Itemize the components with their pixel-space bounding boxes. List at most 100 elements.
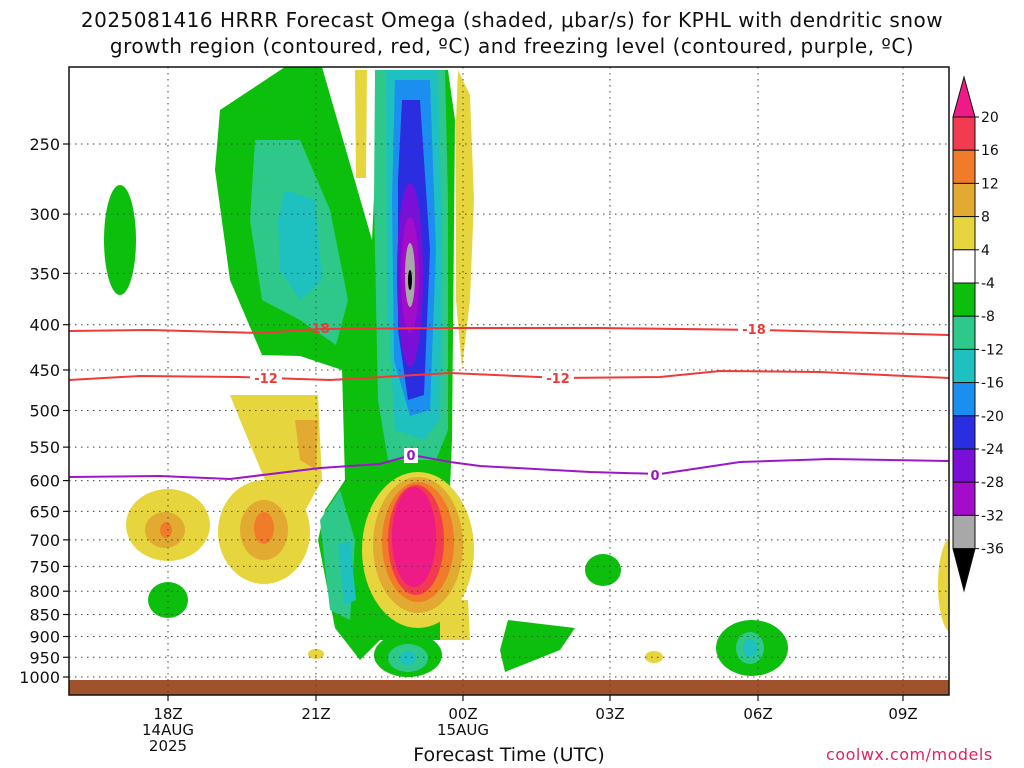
y-tick-label: 450	[29, 361, 60, 380]
colorbar-segment	[952, 249, 976, 284]
contour-label-zero-b: 0	[648, 468, 662, 484]
x-tick-label: 14AUG	[142, 721, 194, 739]
contour-line-minus-18	[69, 327, 949, 336]
contour-label-text: -18	[742, 323, 766, 338]
contour-label-text: -12	[546, 372, 570, 387]
chart-title-line-2: growth region (contoured, red, ºC) and f…	[109, 34, 915, 58]
omega-region-downward-weak	[585, 554, 621, 586]
y-tick-label: 300	[29, 205, 60, 224]
omega-region-downward-weak	[500, 620, 575, 672]
y-tick-label: 1000	[19, 668, 60, 687]
y-tick-label: 750	[29, 557, 60, 576]
y-tick-label: 250	[29, 135, 60, 154]
y-tick-label: 700	[29, 531, 60, 550]
x-tick-label: 15AUG	[437, 721, 489, 739]
colorbar-label: -28	[981, 475, 1004, 491]
contour-label-text: 0	[406, 449, 415, 464]
colorbar-label: 4	[981, 243, 990, 259]
omega-region-upward-weak	[645, 651, 663, 663]
colorbar-label: -24	[981, 442, 1004, 458]
colorbar-legend: 20 16 12 8 4 -4 -8 -12 -16 -20 -24 -28 -32 -36	[952, 75, 1004, 593]
colorbar-label: -16	[981, 376, 1004, 392]
chart-title-line-1: 2025081416 HRRR Forecast Omega (shaded, …	[80, 8, 944, 32]
contour-label-text: -18	[306, 322, 330, 337]
omega-region-downward-weak	[148, 582, 188, 618]
y-tick-label: 600	[29, 472, 60, 491]
x-tick-label: 03Z	[595, 705, 624, 723]
colorbar-bottom-arrow	[952, 548, 976, 593]
y-tick-label: 800	[29, 582, 60, 601]
omega-region-upward-weak	[355, 70, 367, 178]
y-tick-label: 400	[29, 316, 60, 335]
colorbar-segment	[952, 514, 976, 550]
contour-line-minus-12	[69, 369, 949, 382]
contour-label-minus-12-a: -12	[250, 371, 282, 387]
colorbar-segment	[952, 481, 976, 516]
omega-region-downward-strong	[338, 540, 356, 605]
x-tick-label: 21Z	[301, 705, 330, 723]
x-tick-label: 18Z	[153, 705, 182, 723]
omega-region-downward-strong	[743, 639, 757, 657]
y-axis: 250 300 350 400 450 500 550 600 650 700 750 800 850 9…	[19, 135, 69, 687]
y-tick-label: 350	[29, 264, 60, 283]
colorbar-segment	[952, 216, 976, 251]
y-tick-label: 950	[29, 648, 60, 667]
grid-lines	[69, 67, 949, 695]
colorbar-segment	[952, 149, 976, 184]
plot-frame	[68, 66, 950, 696]
colorbar-segment	[952, 382, 976, 417]
colorbar-segment	[952, 348, 976, 384]
omega-region-upward-weak	[440, 600, 470, 640]
colorbar-segment	[952, 448, 976, 483]
colorbar-label: 12	[981, 176, 999, 192]
colorbar-label: -4	[981, 276, 995, 292]
x-tick-label: 06Z	[743, 705, 772, 723]
x-tick-label: 09Z	[888, 705, 917, 723]
y-tick-label: 500	[29, 402, 60, 421]
colorbar-label: -20	[981, 409, 1004, 425]
colorbar-label: 20	[981, 110, 999, 126]
plot-area: -18 -18 -12 -12 0 0	[69, 67, 949, 695]
contour-label-text: 0	[650, 469, 659, 484]
contour-label-minus-18-b: -18	[738, 322, 770, 338]
contour-label-text: -12	[254, 372, 278, 387]
omega-region-upward-core	[295, 420, 318, 470]
y-tick-label: 850	[29, 606, 60, 625]
colorbar-top-arrow	[952, 75, 976, 118]
colorbar-segment	[952, 315, 976, 350]
omega-region-upward-weak	[308, 649, 324, 659]
x-tick-label: 00Z	[448, 705, 477, 723]
terrain-ground	[69, 680, 949, 695]
colorbar-label: -36	[981, 542, 1004, 558]
omega-region-downward-strong	[400, 651, 416, 665]
colorbar-segment	[952, 282, 976, 317]
omega-region-upward-strong	[254, 512, 274, 544]
colorbar-label: 16	[981, 143, 999, 159]
omega-region-upward-strong	[160, 522, 172, 538]
colorbar-label: -32	[981, 508, 1004, 524]
omega-region-upward-extreme	[392, 487, 436, 587]
omega-region-downward-strong	[278, 190, 322, 300]
colorbar-segment	[952, 415, 976, 450]
contour-label-zero-a: 0	[404, 448, 418, 464]
y-tick-label: 650	[29, 502, 60, 521]
omega-region-downward-weak	[104, 185, 136, 295]
colorbar-label: -8	[981, 309, 995, 325]
y-tick-label: 900	[29, 627, 60, 646]
contour-label-minus-12-b: -12	[542, 371, 574, 387]
colorbar-label: -12	[981, 342, 1004, 358]
omega-region-upward-weak	[938, 538, 949, 632]
x-axis-label: Forecast Time (UTC)	[413, 744, 605, 766]
omega-region-upward-weak	[456, 70, 474, 368]
omega-region-downward-peak	[408, 270, 412, 290]
credit-link[interactable]: coolwx.com/models	[826, 745, 993, 764]
y-tick-label: 550	[29, 438, 60, 457]
colorbar-segment	[952, 116, 976, 151]
x-tick-label: 2025	[149, 737, 187, 755]
contour-label-minus-18-a: -18	[306, 322, 330, 337]
contour-line-freezing-level	[69, 453, 949, 481]
colorbar-label: 8	[981, 210, 990, 226]
colorbar-segment	[952, 182, 976, 218]
